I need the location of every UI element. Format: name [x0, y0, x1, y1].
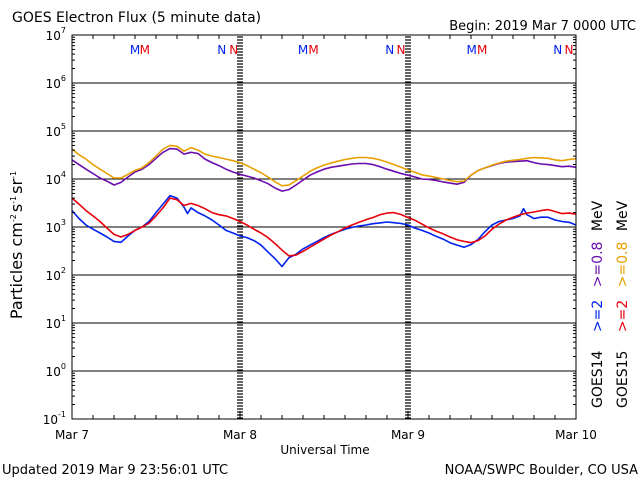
- marker-m: M: [477, 43, 487, 57]
- series-line-3: [71, 147, 577, 192]
- x-tick-label: Mar 10: [555, 428, 597, 442]
- legend-goes15-08mev: >=0.8: [615, 242, 631, 288]
- y-tick-exponent: 2: [61, 266, 66, 275]
- y-tick-exponent: 0: [61, 362, 66, 371]
- y-tick-base: 10: [46, 317, 61, 331]
- marker-n: N: [229, 43, 238, 57]
- credit-label: NOAA/SWPC Boulder, CO USA: [445, 463, 638, 478]
- y-tick-base: 10: [43, 413, 58, 427]
- legend-goes15-2mev: >=2: [615, 300, 631, 332]
- marker-m: M: [140, 43, 150, 57]
- y-tick-base: 10: [46, 365, 61, 379]
- y-tick-exponent: 4: [61, 170, 66, 179]
- day-separator-lines: [237, 36, 411, 419]
- y-tick-exponent: 7: [61, 26, 66, 35]
- legend-unit-2: MeV: [615, 200, 631, 231]
- y-label-exp-3: -1: [9, 171, 18, 179]
- y-tick-base: 10: [46, 221, 61, 235]
- y-tick-base: 10: [46, 269, 61, 283]
- series-line-2: [71, 197, 577, 257]
- y-tick-exponent: 1: [61, 314, 66, 323]
- x-tick-label: Mar 7: [55, 428, 89, 442]
- legend-goes14: GOES14 >=2 >=0.8 MeV: [590, 200, 606, 408]
- y-axis-label: Particles cm-2s-1sr-1: [7, 171, 26, 319]
- x-tick-label: Mar 8: [223, 428, 257, 442]
- y-tick-label: 107: [46, 26, 66, 43]
- y-tick-base: 10: [46, 125, 61, 139]
- y-tick-label: 10-1: [43, 410, 66, 427]
- y-tick-exponent: 6: [61, 74, 66, 83]
- x-tick-label: Mar 9: [391, 428, 425, 442]
- legend-goes14-2mev: >=2: [590, 300, 606, 332]
- y-tick-label: 106: [46, 74, 66, 91]
- legend-goes14-08mev: >=0.8: [590, 242, 606, 288]
- marker-m: M: [130, 43, 140, 57]
- legend: GOES14 >=2 >=0.8 MeV GOES15 >=2 >=0.8 Me…: [590, 200, 631, 408]
- begin-time-label: Begin: 2019 Mar 7 0000 UTC: [449, 19, 636, 34]
- chart-title: GOES Electron Flux (5 minute data): [12, 10, 261, 26]
- marker-m: M: [308, 43, 318, 57]
- y-label-exp-1: -2: [9, 214, 18, 222]
- series-layer: [71, 144, 577, 268]
- marker-m: M: [467, 43, 477, 57]
- legend-goes15: GOES15 >=2 >=0.8 MeV: [615, 200, 631, 408]
- y-tick-exponent: 5: [61, 122, 66, 131]
- marker-n: N: [565, 43, 574, 57]
- series-line-4: [71, 144, 577, 187]
- updated-timestamp: Updated 2019 Mar 9 23:56:01 UTC: [2, 463, 228, 478]
- y-tick-label: 103: [46, 218, 66, 235]
- marker-n: N: [397, 43, 406, 57]
- y-tick-exponent: 3: [61, 218, 66, 227]
- y-tick-base: 10: [46, 29, 61, 43]
- legend-goes15-label: GOES15: [615, 351, 631, 408]
- x-axis-label: Universal Time: [280, 443, 369, 457]
- y-tick-exponent: -1: [58, 410, 66, 419]
- marker-n: N: [217, 43, 226, 57]
- y-tick-label: 105: [46, 122, 66, 139]
- y-label-part-3: sr: [7, 179, 26, 194]
- y-tick-label: 104: [46, 170, 66, 187]
- y-tick-base: 10: [46, 77, 61, 91]
- y-label-part-1: Particles cm: [7, 222, 26, 319]
- series-line-1: [71, 194, 577, 268]
- y-tick-label: 102: [46, 266, 66, 283]
- legend-unit-1: MeV: [590, 200, 606, 231]
- y-label-exp-2: -1: [9, 196, 18, 204]
- legend-goes14-label: GOES14: [590, 350, 606, 408]
- marker-m: M: [298, 43, 308, 57]
- marker-n: N: [385, 43, 394, 57]
- y-tick-base: 10: [46, 173, 61, 187]
- y-tick-label: 101: [46, 314, 66, 331]
- marker-n: N: [553, 43, 562, 57]
- y-label-part-2: s: [7, 204, 26, 212]
- y-tick-label: 100: [46, 362, 66, 379]
- x-axis-ticks: Mar 7 Mar 8 Mar 9 Mar 10: [55, 35, 597, 442]
